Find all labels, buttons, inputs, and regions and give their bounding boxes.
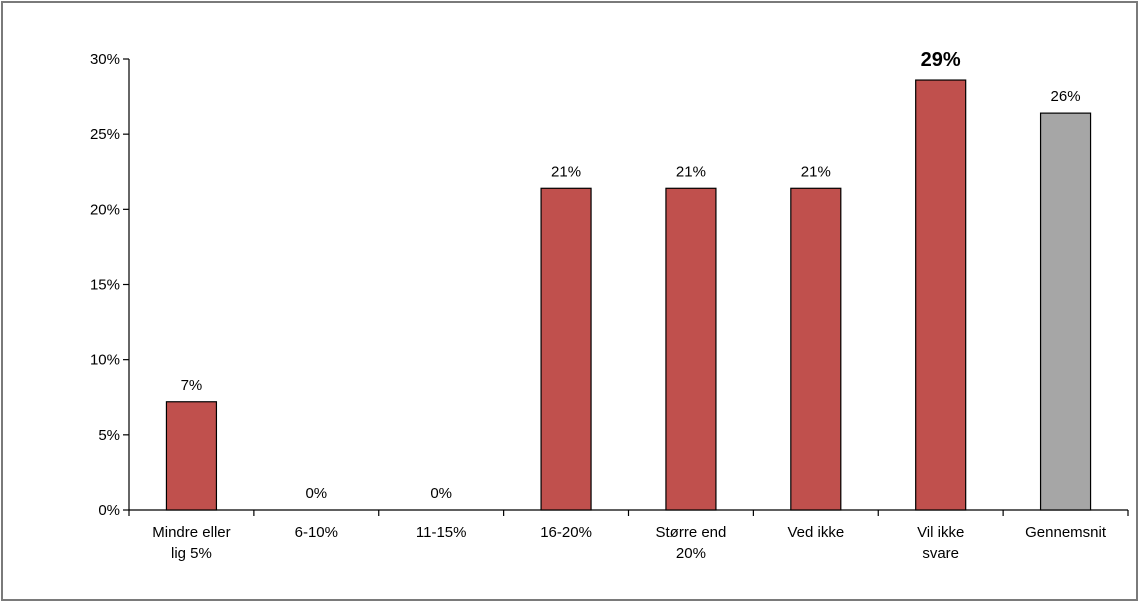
data-label: 21% [801, 163, 831, 180]
data-label: 0% [305, 485, 327, 502]
data-label: 21% [551, 163, 581, 180]
data-label: 0% [430, 485, 452, 502]
x-category-label: Mindre eller [152, 524, 230, 541]
y-tick-label: 10% [90, 352, 120, 369]
data-label: 7% [181, 377, 203, 394]
x-category-label: 20% [676, 545, 706, 562]
bar [790, 187, 842, 511]
y-tick-label: 25% [90, 126, 120, 143]
x-category-label: 6-10% [295, 524, 338, 541]
y-tick-label: 30% [90, 51, 120, 68]
bar-chart: 0% 5% 10% 15% 20% 25% 30% 7% Mindre eller lig 5% 0… [90, 49, 1129, 562]
x-category-label: lig 5% [171, 545, 212, 562]
x-category-label: 11-15% [416, 524, 467, 541]
y-tick-label: 15% [90, 277, 120, 294]
bar [540, 187, 592, 511]
data-label: 26% [1051, 88, 1081, 105]
x-category-label: svare [922, 545, 959, 562]
y-tick-label: 0% [98, 502, 120, 519]
bar [165, 401, 218, 511]
x-category-label: Ved ikke [787, 524, 844, 541]
y-tick-label: 5% [98, 427, 120, 444]
data-label: 29% [921, 49, 961, 71]
x-category-label: 16-20% [540, 524, 592, 541]
x-category-label: Større end [656, 524, 727, 541]
x-category-label: Vil ikke [917, 524, 964, 541]
x-category-label: Gennemsnit [1025, 524, 1107, 541]
bar [665, 187, 717, 511]
y-tick-label: 20% [90, 201, 120, 218]
data-label: 21% [676, 163, 706, 180]
bar [915, 79, 967, 511]
bar [1039, 112, 1092, 511]
